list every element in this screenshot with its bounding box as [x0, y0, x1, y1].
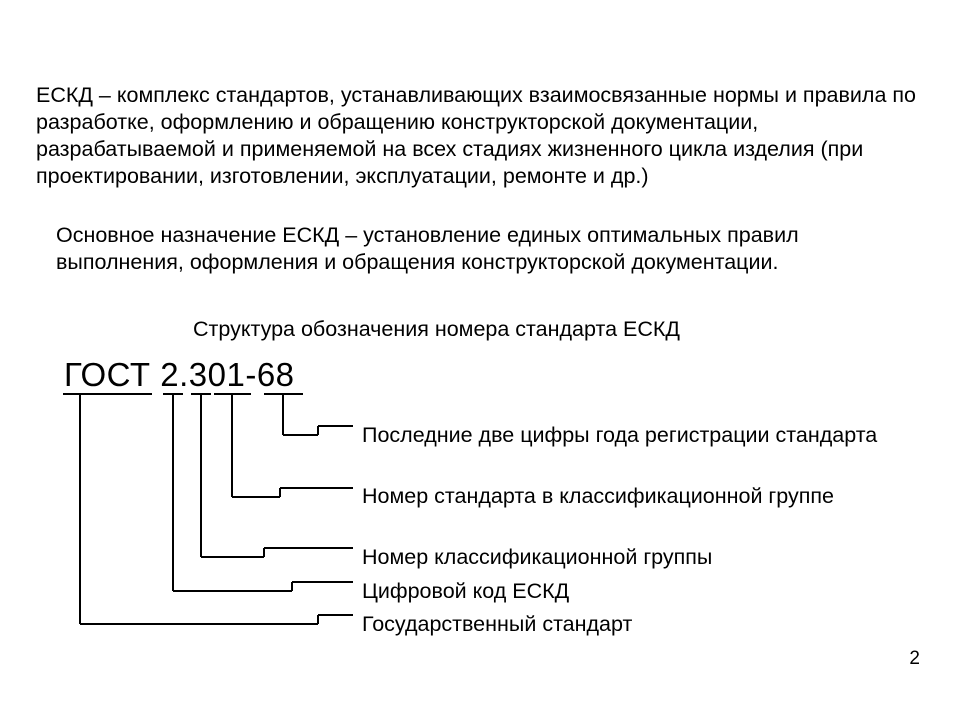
label-standard-number: Номер стандарта в классификационной груп… — [362, 483, 922, 510]
page-number: 2 — [909, 648, 920, 670]
label-state-standard: Государственный стандарт — [362, 611, 922, 638]
label-classification-group: Номер классификационной группы — [362, 544, 922, 571]
label-digital-code: Цифровой код ЕСКД — [362, 578, 922, 605]
label-year: Последние две цифры года регистрации ста… — [362, 422, 922, 449]
